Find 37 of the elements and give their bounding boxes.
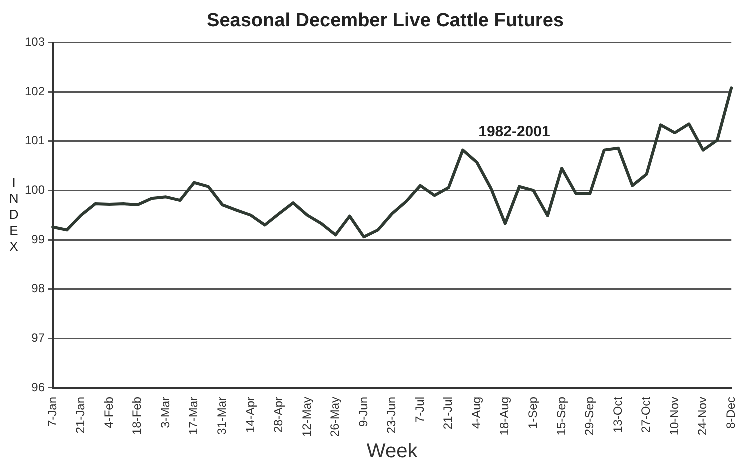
y-tick-label: 102 [24,84,46,98]
chart-title: Seasonal December Live Cattle Futures [207,10,564,32]
x-tick-label: 4-Aug [469,396,484,430]
x-tick-label: 23-Jun [384,396,399,434]
x-tick-label: 7-Jan [45,396,60,428]
x-tick-label: 14-Apr [243,396,258,434]
y-tick-label: 97 [32,330,46,345]
x-tick-label: 21-Jan [74,396,88,434]
x-tick-label: 4-Feb [102,396,116,428]
y-tick-label: 100 [24,183,46,198]
x-tick-label: 13-Oct [610,396,625,433]
x-tick-label: 26-May [328,396,342,437]
x-tick-label: 1-Sep [526,396,540,430]
x-tick-label: 29-Sep [582,396,597,436]
x-tick-label: 27-Oct [639,396,654,433]
y-tick-label: 99 [32,232,46,246]
y-axis-title: INDEX [9,174,19,254]
x-tick-label: 3-Mar [158,396,172,428]
x-tick-label: 28-Apr [272,396,286,434]
x-tick-label: 12-May [300,396,314,437]
series-label: 1982-2001 [478,124,550,141]
y-tick-label: 101 [24,134,46,148]
x-tick-label: 17-Mar [186,396,201,435]
x-tick-label: 18-Aug [498,396,512,436]
x-tick-label: 10-Nov [667,396,682,436]
x-tick-label: 8-Dec [724,396,738,429]
y-tick-label: 96 [32,380,46,394]
x-tick-label: 31-Mar [214,396,229,435]
x-tick-label: 9-Jun [356,396,370,428]
x-tick-label: 15-Sep [554,396,568,436]
y-tick-label: 103 [24,35,46,50]
x-tick-label: 21-Jul [441,396,456,430]
x-tick-label: 24-Nov [696,396,710,436]
x-axis-title: Week [366,440,419,463]
y-tick-label: 98 [32,282,46,296]
x-tick-label: 7-Jul [412,396,427,423]
x-tick-label: 18-Feb [130,396,144,436]
